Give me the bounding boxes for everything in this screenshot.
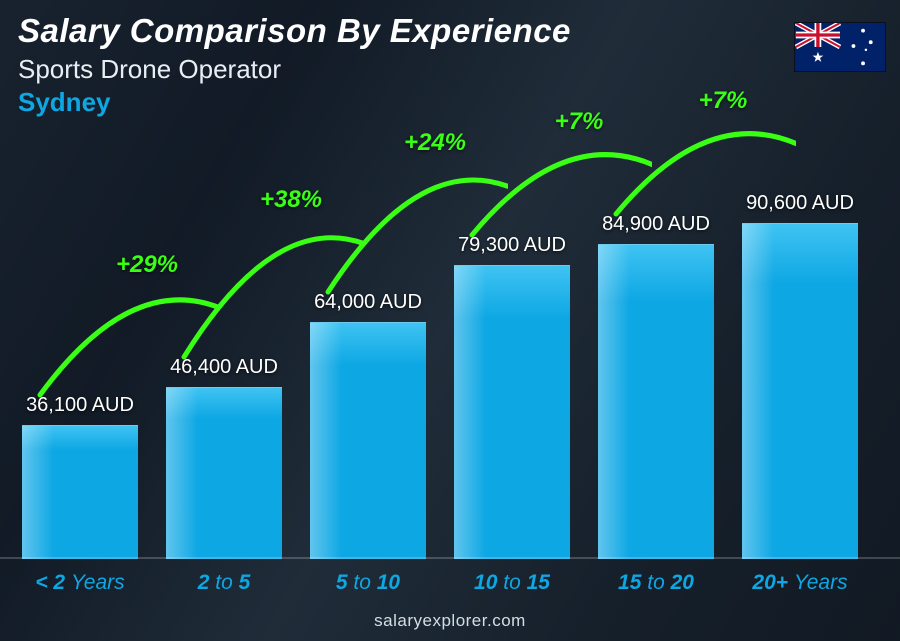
bar [742, 223, 858, 559]
bar-value-label: 36,100 AUD [0, 394, 170, 417]
pct-increase-label: +7% [678, 87, 768, 115]
chart-baseline [0, 557, 900, 559]
infographic-stage: Salary Comparison By Experience Sports D… [0, 0, 900, 641]
bar-value-label: 64,000 AUD [278, 291, 458, 314]
bar [598, 244, 714, 559]
x-category: 10 to 15 [454, 571, 570, 595]
bar [166, 387, 282, 559]
header: Salary Comparison By Experience Sports D… [18, 12, 571, 118]
flag-icon [794, 22, 886, 72]
bar-value-label: 79,300 AUD [422, 234, 602, 257]
bar-column: 64,000 AUD [310, 130, 426, 559]
bar-value-label: 84,900 AUD [566, 213, 746, 236]
bar-column: 46,400 AUD [166, 130, 282, 559]
x-category: 15 to 20 [598, 571, 714, 595]
x-axis: < 2 Years 2 to 5 5 to 10 10 to 15 15 to 20 20… [22, 571, 858, 595]
bar-column: 79,300 AUD [454, 130, 570, 559]
bar-value-label: 46,400 AUD [134, 356, 314, 379]
footer-attribution: salaryexplorer.com [0, 611, 900, 631]
bar-value-label: 90,600 AUD [710, 192, 890, 215]
bar-column: 36,100 AUD [22, 130, 138, 559]
x-category: < 2 Years [22, 571, 138, 595]
bar-column: 90,600 AUD [742, 130, 858, 559]
bar [22, 425, 138, 559]
bar-chart: 36,100 AUD46,400 AUD64,000 AUD79,300 AUD… [22, 130, 858, 559]
x-category: 2 to 5 [166, 571, 282, 595]
chart-location: Sydney [18, 87, 571, 118]
x-category: 5 to 10 [310, 571, 426, 595]
chart-subtitle: Sports Drone Operator [18, 54, 571, 85]
bar-column: 84,900 AUD [598, 130, 714, 559]
bar [454, 265, 570, 559]
bar [310, 322, 426, 559]
x-category: 20+ Years [742, 571, 858, 595]
chart-title: Salary Comparison By Experience [18, 12, 571, 50]
